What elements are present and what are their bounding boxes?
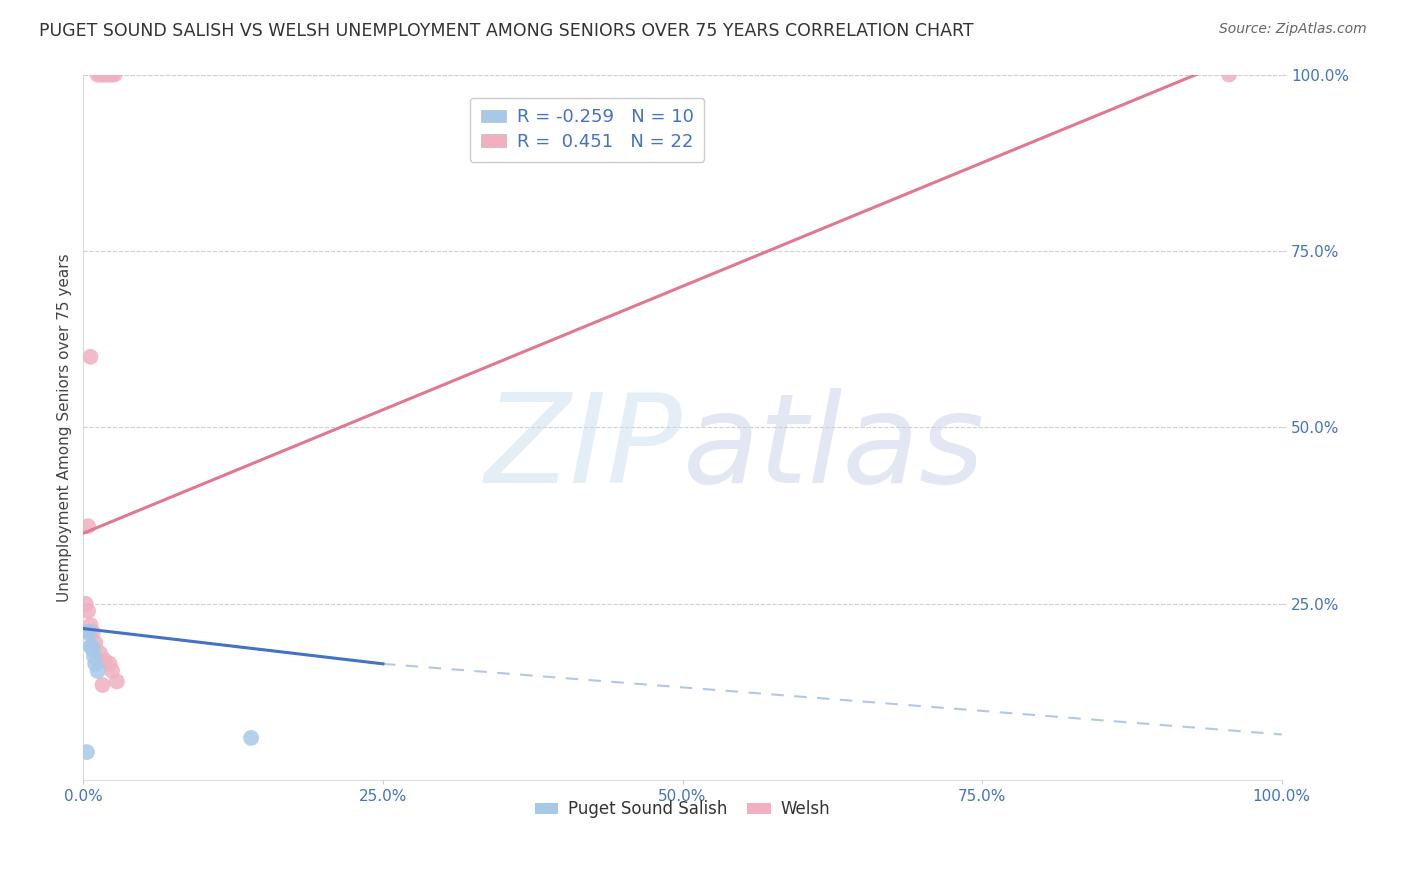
Point: [94, 68, 117, 82]
Point: [103, 68, 125, 82]
Point: [76, 745, 98, 759]
Point: [79, 350, 101, 364]
Point: [86, 664, 108, 678]
Point: [79, 639, 101, 653]
Point: [86, 68, 108, 82]
Point: [101, 664, 124, 678]
Text: PUGET SOUND SALISH VS WELSH UNEMPLOYMENT AMONG SENIORS OVER 75 YEARS CORRELATION: PUGET SOUND SALISH VS WELSH UNEMPLOYMENT…: [39, 22, 974, 40]
Legend: Puget Sound Salish, Welsh: Puget Sound Salish, Welsh: [529, 794, 837, 825]
Point: [79, 618, 101, 632]
Point: [89, 68, 111, 82]
Text: ZIP: ZIP: [485, 388, 682, 509]
Point: [77, 604, 100, 618]
Point: [101, 68, 124, 82]
Point: [89, 646, 111, 660]
Text: Source: ZipAtlas.com: Source: ZipAtlas.com: [1219, 22, 1367, 37]
Point: [76, 625, 98, 640]
Point: [94, 653, 117, 667]
Point: [105, 674, 128, 689]
Point: [98, 657, 121, 671]
Point: [79, 625, 101, 640]
Text: atlas: atlas: [682, 388, 984, 509]
Point: [82, 642, 104, 657]
Point: [80, 639, 103, 653]
Point: [91, 678, 114, 692]
Point: [98, 68, 121, 82]
Point: [83, 649, 105, 664]
Point: [75, 597, 97, 611]
Point: [96, 68, 118, 82]
Point: [77, 519, 100, 533]
Point: [82, 625, 104, 640]
Y-axis label: Unemployment Among Seniors over 75 years: Unemployment Among Seniors over 75 years: [58, 253, 72, 602]
Point: [91, 68, 114, 82]
Point: [240, 731, 263, 745]
Point: [84, 635, 107, 649]
Point: [1218, 68, 1240, 82]
Point: [84, 657, 107, 671]
